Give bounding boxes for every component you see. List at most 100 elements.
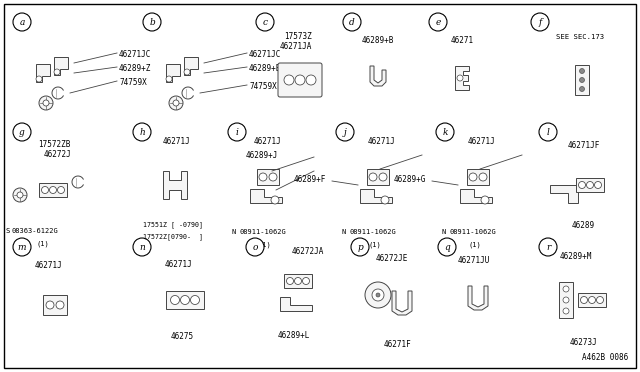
Text: N: N (442, 229, 446, 235)
Circle shape (351, 238, 369, 256)
Text: S: S (6, 228, 10, 234)
Bar (43, 295, 67, 315)
Polygon shape (550, 185, 578, 203)
Text: q: q (444, 243, 450, 251)
Polygon shape (184, 57, 198, 75)
Circle shape (271, 196, 279, 204)
Circle shape (143, 13, 161, 31)
Circle shape (13, 123, 31, 141)
Circle shape (49, 186, 56, 193)
Circle shape (184, 69, 190, 75)
Text: 46289+Z: 46289+Z (119, 64, 152, 73)
Text: (1): (1) (258, 241, 271, 247)
Text: 46271JA: 46271JA (280, 42, 312, 51)
Circle shape (343, 13, 361, 31)
Text: m: m (18, 243, 26, 251)
Circle shape (563, 308, 569, 314)
Text: 46289+B: 46289+B (362, 36, 394, 45)
Circle shape (438, 238, 456, 256)
Bar (576, 178, 604, 192)
Text: 74759X: 74759X (119, 78, 147, 87)
Text: (1): (1) (36, 240, 49, 247)
Circle shape (259, 173, 267, 181)
Bar (39, 183, 67, 197)
Circle shape (563, 297, 569, 303)
FancyBboxPatch shape (367, 169, 389, 185)
Text: 46289+G: 46289+G (394, 175, 426, 184)
Circle shape (306, 75, 316, 85)
Text: A462B 0086: A462B 0086 (582, 353, 628, 362)
Text: 46271: 46271 (451, 36, 474, 45)
Circle shape (379, 173, 387, 181)
FancyBboxPatch shape (257, 169, 279, 185)
Text: 46271JU: 46271JU (458, 256, 490, 265)
Text: 46271JF: 46271JF (568, 141, 600, 150)
Circle shape (169, 96, 183, 110)
Polygon shape (280, 297, 312, 311)
Text: n: n (139, 243, 145, 251)
Text: 46271JC: 46271JC (249, 50, 282, 59)
Circle shape (246, 238, 264, 256)
Text: o: o (252, 243, 258, 251)
Text: 08911-1062G: 08911-1062G (450, 229, 497, 235)
Text: 17573Z: 17573Z (284, 32, 312, 41)
Text: k: k (442, 128, 448, 137)
Text: 46289+J: 46289+J (246, 151, 278, 160)
Text: l: l (547, 128, 549, 137)
Polygon shape (360, 189, 392, 203)
Circle shape (295, 75, 305, 85)
Text: 46271J: 46271J (35, 261, 63, 270)
Circle shape (595, 182, 602, 189)
Bar (166, 291, 204, 309)
Circle shape (13, 188, 27, 202)
Polygon shape (468, 286, 488, 310)
Text: 08363-6122G: 08363-6122G (12, 228, 59, 234)
Circle shape (56, 301, 64, 309)
Text: 46272JA: 46272JA (292, 247, 324, 256)
Text: f: f (538, 17, 541, 26)
Text: N: N (232, 229, 236, 235)
Circle shape (457, 75, 463, 81)
Circle shape (586, 182, 593, 189)
Circle shape (256, 13, 274, 31)
Text: 46271J: 46271J (254, 137, 282, 146)
Circle shape (133, 123, 151, 141)
Text: e: e (435, 17, 441, 26)
Circle shape (336, 123, 354, 141)
Text: 46271J: 46271J (468, 137, 496, 146)
Text: j: j (344, 128, 346, 137)
Circle shape (589, 296, 595, 304)
Text: 17572ZB: 17572ZB (38, 140, 70, 149)
Polygon shape (54, 57, 68, 75)
Text: 46272JE: 46272JE (376, 254, 408, 263)
Text: 46289+E: 46289+E (249, 64, 282, 73)
Circle shape (579, 77, 584, 83)
Circle shape (372, 289, 384, 301)
Circle shape (133, 238, 151, 256)
Circle shape (580, 296, 588, 304)
Text: 46273J: 46273J (570, 338, 598, 347)
Circle shape (39, 96, 53, 110)
Circle shape (294, 278, 301, 285)
Circle shape (579, 68, 584, 74)
Polygon shape (36, 64, 50, 82)
Circle shape (54, 69, 60, 75)
Circle shape (166, 76, 172, 82)
Circle shape (42, 186, 49, 193)
Bar (284, 274, 312, 288)
Text: SEE SEC.173: SEE SEC.173 (556, 34, 604, 40)
Text: 46271F: 46271F (384, 340, 412, 349)
Bar (559, 282, 573, 318)
Text: 46271J: 46271J (163, 137, 191, 146)
Text: 17572Z[0790-  ]: 17572Z[0790- ] (143, 233, 203, 240)
Circle shape (191, 295, 200, 305)
Polygon shape (460, 189, 492, 203)
Text: g: g (19, 128, 25, 137)
Circle shape (579, 87, 584, 92)
Circle shape (376, 293, 380, 297)
Circle shape (469, 173, 477, 181)
Circle shape (36, 76, 42, 82)
Polygon shape (455, 66, 469, 90)
Text: c: c (262, 17, 268, 26)
Circle shape (381, 196, 389, 204)
